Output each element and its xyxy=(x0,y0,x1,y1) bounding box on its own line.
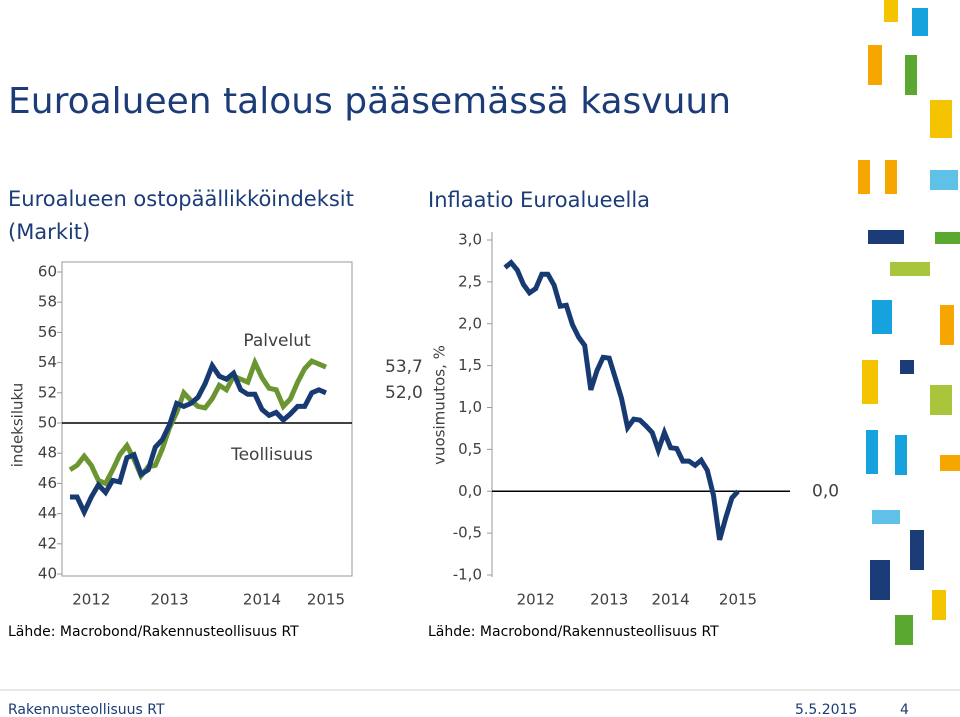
plot-frame xyxy=(61,261,353,577)
x-tick-label: 2013 xyxy=(590,591,628,609)
y-tick-label: 2,5 xyxy=(458,272,482,290)
x-tick-label: 2015 xyxy=(719,591,757,609)
y-tick-label: 3,0 xyxy=(458,231,482,249)
y-tick-label: 2,0 xyxy=(458,314,482,332)
slide-title: Euroalueen talous pääsemässä kasvuun xyxy=(8,81,731,122)
series-line xyxy=(70,360,327,518)
series-label: Palvelut xyxy=(243,331,311,351)
value-label: 52,0 xyxy=(385,383,423,403)
footer-page: 4 xyxy=(900,702,909,717)
y-tick-label: 52 xyxy=(38,383,57,401)
y-tick-label: 54 xyxy=(38,353,57,371)
y-axis-label: vuosimuutos, % xyxy=(431,345,449,465)
decoration xyxy=(858,0,960,645)
y-tick-label: 56 xyxy=(38,323,57,341)
x-tick-label: 2014 xyxy=(651,591,689,609)
chart-title: Inflaatio Euroalueella xyxy=(428,188,650,212)
y-tick-label: 60 xyxy=(38,263,57,281)
y-tick-label: 1,5 xyxy=(458,356,482,374)
y-tick-label: -1,0 xyxy=(453,566,482,584)
chart-title: (Markit) xyxy=(8,220,90,244)
y-tick-label: 0,0 xyxy=(458,482,482,500)
series-label: Teollisuus xyxy=(230,445,313,465)
x-tick-label: 2013 xyxy=(150,591,188,609)
y-tick-label: 40 xyxy=(38,565,57,583)
series-line xyxy=(503,259,740,541)
y-tick-label: 0,5 xyxy=(458,440,482,458)
x-tick-label: 2012 xyxy=(517,591,555,609)
series-line xyxy=(68,356,327,487)
footer-left: Rakennusteollisuus RT xyxy=(8,702,165,717)
y-tick-label: 44 xyxy=(38,504,57,522)
y-tick-label: 58 xyxy=(38,293,57,311)
y-tick-label: -0,5 xyxy=(453,524,482,542)
value-label: 0,0 xyxy=(812,481,839,501)
x-tick-label: 2012 xyxy=(72,591,110,609)
y-tick-label: 42 xyxy=(38,534,57,552)
y-axis-label: indeksiluku xyxy=(9,383,27,468)
y-tick-label: 50 xyxy=(38,414,57,432)
y-tick-label: 48 xyxy=(38,444,57,462)
value-label: 53,7 xyxy=(385,357,423,377)
x-tick-label: 2015 xyxy=(307,591,345,609)
footer-date: 5.5.2015 xyxy=(795,702,857,717)
source-note: Lähde: Macrobond/Rakennusteollisuus RT xyxy=(428,624,719,640)
source-note: Lähde: Macrobond/Rakennusteollisuus RT xyxy=(8,624,299,640)
y-tick-label: 46 xyxy=(38,474,57,492)
x-tick-label: 2014 xyxy=(243,591,281,609)
chart-title: Euroalueen ostopäällikköindeksit xyxy=(8,187,354,211)
y-tick-label: 1,0 xyxy=(458,398,482,416)
